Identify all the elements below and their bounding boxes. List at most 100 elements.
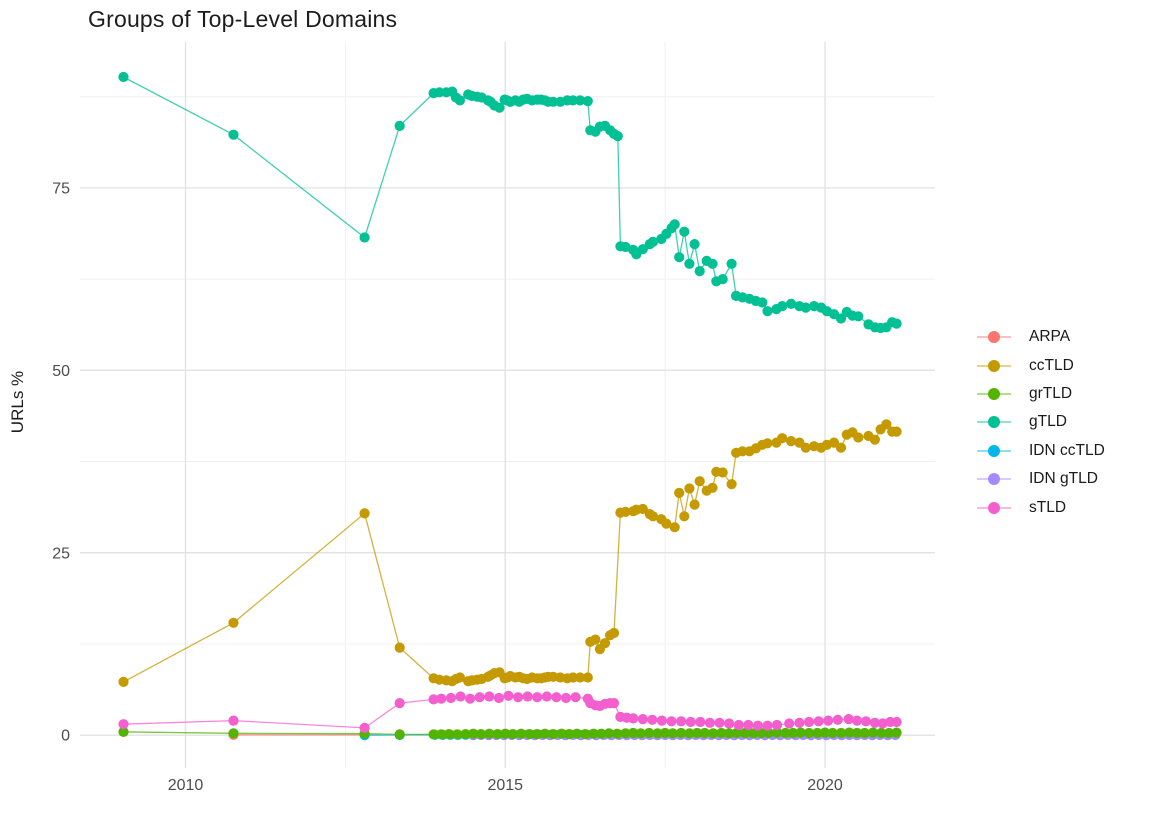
data-point-grtld <box>684 728 695 739</box>
gridlines <box>80 42 935 768</box>
data-point-stld <box>771 719 783 731</box>
data-point-stld <box>752 720 764 731</box>
legend-label: IDN gTLD <box>1029 470 1098 488</box>
data-point-stld <box>394 698 405 709</box>
data-point-grtld <box>876 727 887 739</box>
data-point-gtld <box>637 244 648 255</box>
series-gtld <box>118 71 902 334</box>
data-point-stld <box>608 698 620 709</box>
legend-item-stld: sTLD <box>977 493 1105 521</box>
legend-label: gTLD <box>1029 413 1067 431</box>
data-point-cctld <box>726 479 737 490</box>
data-point-stld <box>851 715 863 726</box>
data-point-stld <box>551 692 562 703</box>
x-tick-label: 2015 <box>487 777 523 794</box>
data-point-grtld <box>859 727 870 739</box>
data-point-grtld <box>428 729 439 740</box>
data-point-stld <box>541 691 552 702</box>
data-point-gtld <box>647 236 659 247</box>
data-point-cctld <box>853 432 864 443</box>
data-point-gtld <box>454 95 465 106</box>
legend-key-dot <box>988 416 1000 429</box>
data-point-cctld <box>608 627 620 639</box>
data-point-grtld <box>588 728 599 739</box>
series-grtld <box>118 726 902 740</box>
data-point-cctld <box>737 446 748 457</box>
data-point-cctld <box>777 433 788 444</box>
legend-key-icon-gtld <box>977 416 1011 429</box>
data-point-grtld <box>835 727 847 739</box>
data-point-grtld <box>548 729 559 740</box>
data-point-gtld <box>835 313 847 324</box>
data-point-grtld <box>460 729 471 740</box>
data-point-gtld <box>694 266 705 277</box>
data-point-cctld <box>647 511 659 522</box>
data-point-grtld <box>803 727 815 739</box>
series-arpa <box>228 729 370 740</box>
data-point-stld <box>445 692 456 704</box>
data-point-gtld <box>548 96 559 107</box>
data-point-cctld <box>828 437 840 448</box>
data-point-grtld <box>667 728 678 739</box>
data-point-gtld <box>726 258 737 269</box>
data-point-stld <box>455 691 466 702</box>
data-point-gtld <box>394 120 405 131</box>
data-point-grtld <box>571 728 583 739</box>
data-point-stld <box>860 716 872 727</box>
data-point-cctld <box>800 442 811 453</box>
data-point-stld <box>647 714 658 725</box>
data-point-stld <box>656 715 668 726</box>
data-point-grtld <box>539 728 551 739</box>
data-point-cctld <box>669 522 680 533</box>
data-point-grtld <box>644 727 655 739</box>
data-point-stld <box>513 692 524 703</box>
data-point-gtld <box>359 232 370 243</box>
data-point-cctld <box>661 518 672 529</box>
data-point-stld <box>724 718 735 729</box>
data-point-grtld <box>475 729 487 740</box>
data-point-cctld <box>717 467 728 478</box>
data-point-stld <box>570 692 581 703</box>
legend-key-dot <box>988 331 1000 344</box>
data-point-cctld <box>694 476 705 487</box>
data-point-stld <box>869 717 881 728</box>
data-point-grtld <box>507 729 518 740</box>
data-point-cctld <box>359 508 370 519</box>
data-point-stld <box>484 691 495 702</box>
data-point-cctld <box>869 434 881 445</box>
data-point-grtld <box>612 728 623 739</box>
data-point-stld <box>522 691 533 702</box>
data-point-gtld <box>689 239 700 250</box>
x-tick-label: 2020 <box>807 777 843 794</box>
data-point-cctld <box>707 482 718 493</box>
data-point-stld <box>794 717 805 728</box>
data-point-grtld <box>780 727 791 739</box>
data-point-stld <box>823 715 834 726</box>
legend-item-arpa: ARPA <box>977 323 1105 351</box>
data-point-grtld <box>628 727 639 739</box>
legend-key-dot <box>988 359 1000 372</box>
data-point-stld <box>465 693 476 704</box>
data-point-cctld <box>835 442 847 453</box>
data-point-gtld <box>777 301 788 312</box>
data-point-stld <box>891 716 902 728</box>
legend-label: ARPA <box>1029 328 1071 346</box>
data-point-stld <box>228 715 239 726</box>
y-axis-title: URLs % <box>8 370 27 434</box>
data-point-grtld <box>819 727 831 738</box>
data-point-grtld <box>603 728 615 739</box>
data-point-stld <box>784 718 795 729</box>
data-point-grtld <box>443 729 455 740</box>
data-point-grtld <box>787 727 799 739</box>
data-point-cctld <box>620 506 631 517</box>
data-point-stld <box>714 717 725 728</box>
data-point-cctld <box>590 634 601 645</box>
data-point-cctld <box>674 487 685 498</box>
x-tick-label: 2010 <box>168 777 204 794</box>
y-tick-label: 0 <box>61 728 70 745</box>
data-point-grtld <box>452 729 463 740</box>
data-point-stld <box>832 714 843 725</box>
data-point-stld <box>813 716 824 727</box>
data-point-grtld <box>635 728 646 739</box>
data-point-gtld <box>762 306 773 317</box>
